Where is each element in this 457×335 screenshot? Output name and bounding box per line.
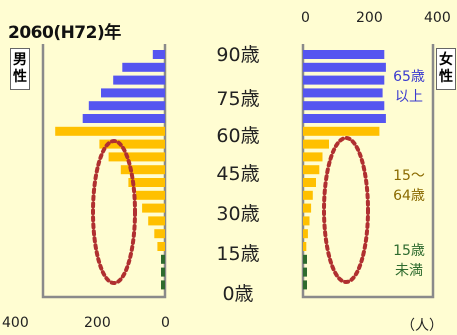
female-bar-70-74 xyxy=(303,101,385,111)
female-bar-90+ xyxy=(303,50,385,59)
group-label-young: 15歳 未満 xyxy=(386,241,432,281)
male-bar-45-49 xyxy=(120,165,165,175)
male-label-char-1: 男 xyxy=(13,52,27,68)
male-label-char-2: 性 xyxy=(13,69,27,85)
male-bar-10-14 xyxy=(161,254,165,264)
group-label-working-line1: 15〜 xyxy=(393,168,425,184)
group-label-young-line1: 15歳 xyxy=(393,243,425,259)
age-label-0: 0歳 xyxy=(222,283,254,305)
age-label-45: 45歳 xyxy=(216,163,260,185)
age-label-60: 60歳 xyxy=(216,125,260,147)
male-tick-200: 200 xyxy=(84,315,111,331)
age-label-30: 30歳 xyxy=(216,203,260,225)
male-bar-15-19 xyxy=(157,242,165,251)
female-bar-45-49 xyxy=(303,165,320,175)
age-label-90: 90歳 xyxy=(216,44,260,66)
male-label: 男 性 xyxy=(10,48,30,90)
male-bar-75-79 xyxy=(101,88,165,98)
male-bar-5-9 xyxy=(161,267,165,277)
female-label-char-1: 女 xyxy=(439,52,453,68)
female-label-char-2: 性 xyxy=(439,69,453,85)
female-bar-5-9 xyxy=(303,267,307,277)
female-bar-50-54 xyxy=(303,152,323,162)
male-bar-65-69 xyxy=(82,114,165,123)
unit-label: （人） xyxy=(401,318,443,334)
female-tick-0: 0 xyxy=(301,10,310,26)
group-label-elderly-line2: 以上 xyxy=(395,89,423,105)
chart-title: 2060(H72)年 xyxy=(8,23,121,43)
female-bar-30-34 xyxy=(303,203,312,213)
female-bar-15-19 xyxy=(303,242,307,251)
male-bar-90+ xyxy=(152,50,165,59)
female-bar-75-79 xyxy=(303,88,383,98)
female-bar-10-14 xyxy=(303,254,307,264)
age-label-75: 75歳 xyxy=(216,88,260,110)
group-label-working: 15〜 64歳 xyxy=(386,166,432,206)
female-bar-80-84 xyxy=(303,75,385,85)
male-bar-70-74 xyxy=(88,101,166,111)
male-bar-35-39 xyxy=(136,190,165,200)
male-bar-20-24 xyxy=(154,229,165,239)
group-label-young-line2: 未満 xyxy=(395,263,423,279)
female-label: 女 性 xyxy=(436,48,456,90)
male-tick-0: 0 xyxy=(161,315,170,331)
male-bar-30-34 xyxy=(142,203,165,213)
female-bar-35-39 xyxy=(303,190,313,200)
female-bar-60-64 xyxy=(303,126,380,136)
group-label-working-line2: 64歳 xyxy=(393,188,425,204)
female-bar-55-59 xyxy=(303,139,329,149)
female-bar-25-29 xyxy=(303,216,310,226)
male-bar-40-44 xyxy=(128,178,165,187)
female-bar-65-69 xyxy=(303,114,386,123)
group-label-elderly-line1: 65歳 xyxy=(393,69,425,85)
male-bar-25-29 xyxy=(148,216,165,226)
group-label-elderly: 65歳 以上 xyxy=(386,67,432,107)
female-bar-85-89 xyxy=(303,62,386,72)
male-tick-400: 400 xyxy=(2,315,29,331)
age-label-15: 15歳 xyxy=(216,243,260,265)
female-tick-200: 200 xyxy=(356,10,383,26)
female-tick-400: 400 xyxy=(424,10,451,26)
male-bar-0-4 xyxy=(161,280,165,290)
male-bar-60-64 xyxy=(55,126,166,136)
female-highlight-ellipse xyxy=(322,136,370,284)
female-bar-20-24 xyxy=(303,229,308,239)
male-bar-80-84 xyxy=(113,75,166,85)
female-bar-0-4 xyxy=(303,280,307,290)
male-highlight-ellipse xyxy=(91,139,137,285)
female-bar-40-44 xyxy=(303,178,316,187)
male-bar-55-59 xyxy=(99,139,165,149)
male-bar-85-89 xyxy=(122,62,165,72)
male-bar-50-54 xyxy=(108,152,165,162)
